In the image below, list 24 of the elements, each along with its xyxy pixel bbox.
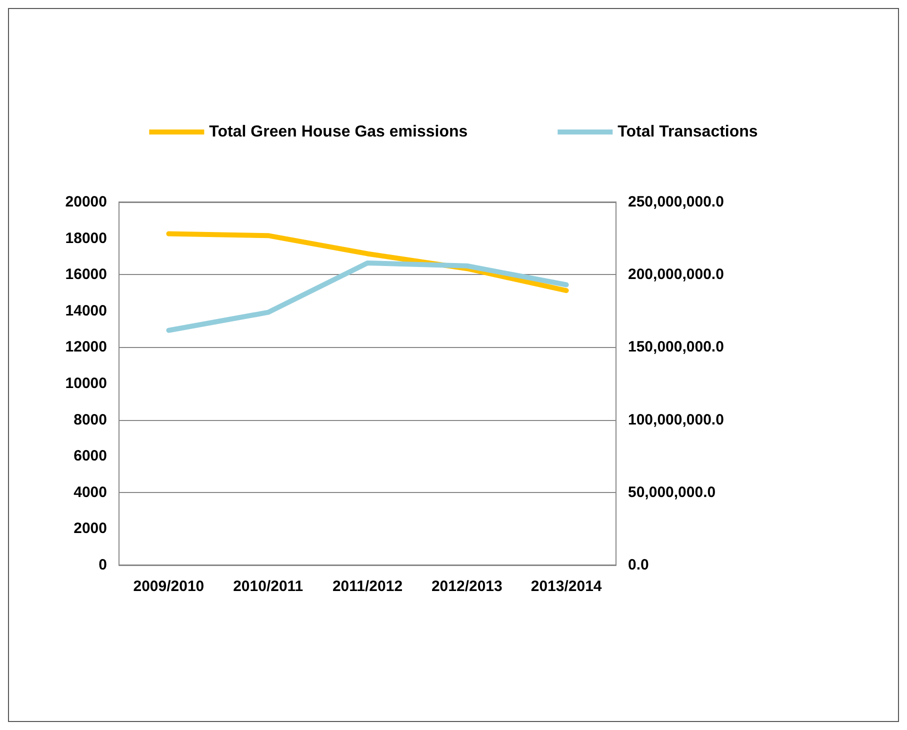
x-tick-label: 2009/2010 bbox=[133, 578, 204, 595]
y-tick-label: 18000 bbox=[65, 230, 107, 247]
y-tick-label: 20000 bbox=[65, 194, 107, 210]
y-tick-label: 4000 bbox=[74, 484, 107, 501]
y-tick-label: 8000 bbox=[74, 411, 107, 428]
y2-tick-label: 100,000,000.0 bbox=[628, 411, 724, 428]
x-tick-label: 2012/2013 bbox=[431, 578, 502, 595]
y-tick-label: 6000 bbox=[74, 448, 107, 465]
legend-label: Total Transactions bbox=[618, 124, 758, 140]
y-tick-label: 0 bbox=[98, 556, 107, 574]
x-tick-label: 2013/2014 bbox=[530, 578, 602, 595]
y2-tick-label: 50,000,000.0 bbox=[628, 484, 716, 501]
x-tick-label: 2011/2012 bbox=[332, 578, 403, 595]
y2-tick-label: 0.0 bbox=[628, 556, 649, 574]
legend-label: Total Green House Gas emissions bbox=[209, 124, 468, 140]
y-tick-label: 16000 bbox=[65, 266, 107, 284]
y2-tick-label: 150,000,000.0 bbox=[628, 338, 724, 356]
y-tick-label: 10000 bbox=[65, 375, 107, 392]
y-tick-label: 14000 bbox=[65, 302, 107, 320]
y2-tick-label: 200,000,000.0 bbox=[628, 266, 724, 284]
y-tick-label: 2000 bbox=[74, 520, 107, 538]
x-tick-label: 2010/2011 bbox=[233, 578, 304, 595]
y2-tick-label: 250,000,000.0 bbox=[628, 194, 724, 210]
y-tick-label: 12000 bbox=[65, 338, 107, 356]
